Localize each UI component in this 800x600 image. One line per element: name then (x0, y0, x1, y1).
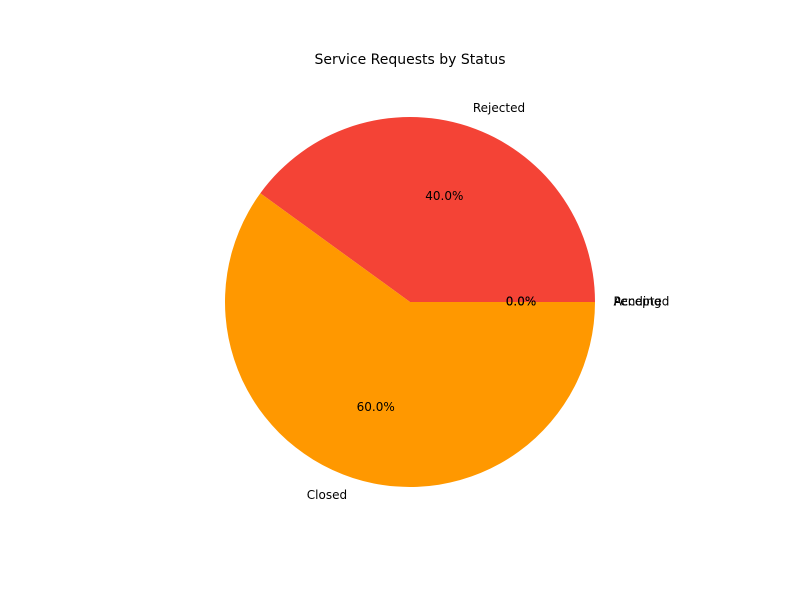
label-pending: Pending (614, 295, 662, 309)
slice-closed (224, 193, 595, 487)
chart-title: Service Requests by Status (314, 52, 505, 68)
slice-rejected (260, 117, 595, 302)
pct-closed: 60.0% (357, 400, 395, 414)
label-rejected: Rejected (473, 101, 525, 115)
pie-slices (224, 117, 595, 487)
label-closed: Closed (307, 488, 347, 502)
label-accepted: Accepted (614, 295, 670, 309)
pct-accepted: 0.0% (506, 295, 537, 309)
pct-pending: 0.0% (506, 295, 537, 309)
pct-rejected: 40.0% (425, 189, 463, 203)
